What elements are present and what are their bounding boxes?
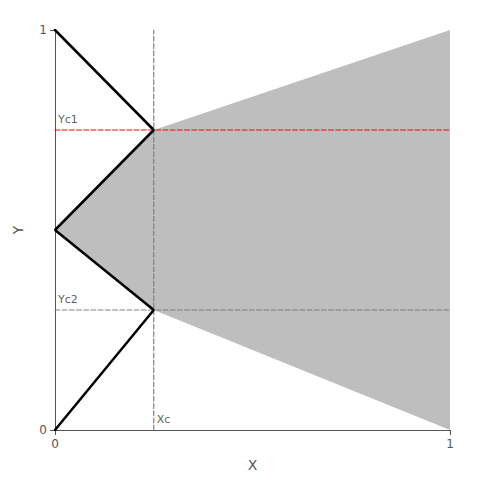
svg-text:Yc2: Yc2 xyxy=(57,293,78,306)
svg-text:Y: Y xyxy=(10,225,26,235)
svg-text:1: 1 xyxy=(39,23,47,37)
svg-text:Xc: Xc xyxy=(157,413,171,426)
svg-text:0: 0 xyxy=(39,423,47,437)
svg-text:0: 0 xyxy=(51,437,59,451)
svg-text:Yc1: Yc1 xyxy=(57,113,78,126)
svg-text:1: 1 xyxy=(446,437,454,451)
svg-text:X: X xyxy=(248,457,258,473)
